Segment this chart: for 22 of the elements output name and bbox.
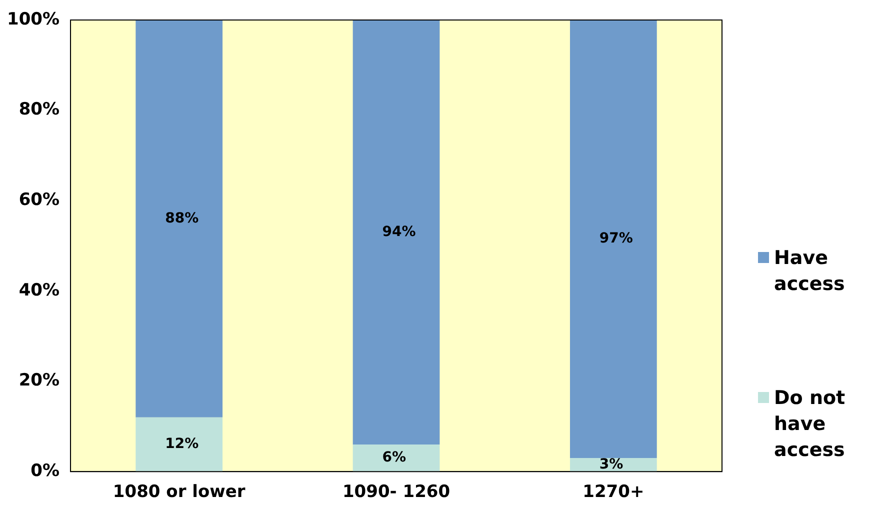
- x-tick-label: 1080 or lower: [112, 482, 246, 502]
- legend-label: Do not have access: [774, 386, 846, 463]
- y-tick-label: 100%: [6, 9, 60, 30]
- bar: [136, 20, 223, 418]
- bar: [570, 20, 657, 458]
- x-tick-label: 1090- 1260: [342, 482, 450, 502]
- legend-label: Have access: [774, 246, 846, 297]
- y-tick-label: 80%: [18, 100, 60, 120]
- y-tick-label: 20%: [18, 370, 60, 391]
- y-tick-label: 40%: [18, 280, 60, 300]
- data-label: 3%: [599, 456, 624, 472]
- data-label: 94%: [382, 224, 416, 240]
- data-label: 88%: [165, 210, 199, 226]
- y-tick-label: 60%: [18, 190, 60, 210]
- y-tick-label: 0%: [30, 461, 60, 482]
- data-label: 97%: [599, 230, 633, 247]
- bar: [352, 444, 440, 472]
- data-label: 6%: [382, 450, 406, 466]
- bar: [136, 417, 223, 472]
- bar: [352, 20, 440, 445]
- data-label: 12%: [165, 436, 199, 452]
- x-tick-label: 1270+: [582, 482, 644, 502]
